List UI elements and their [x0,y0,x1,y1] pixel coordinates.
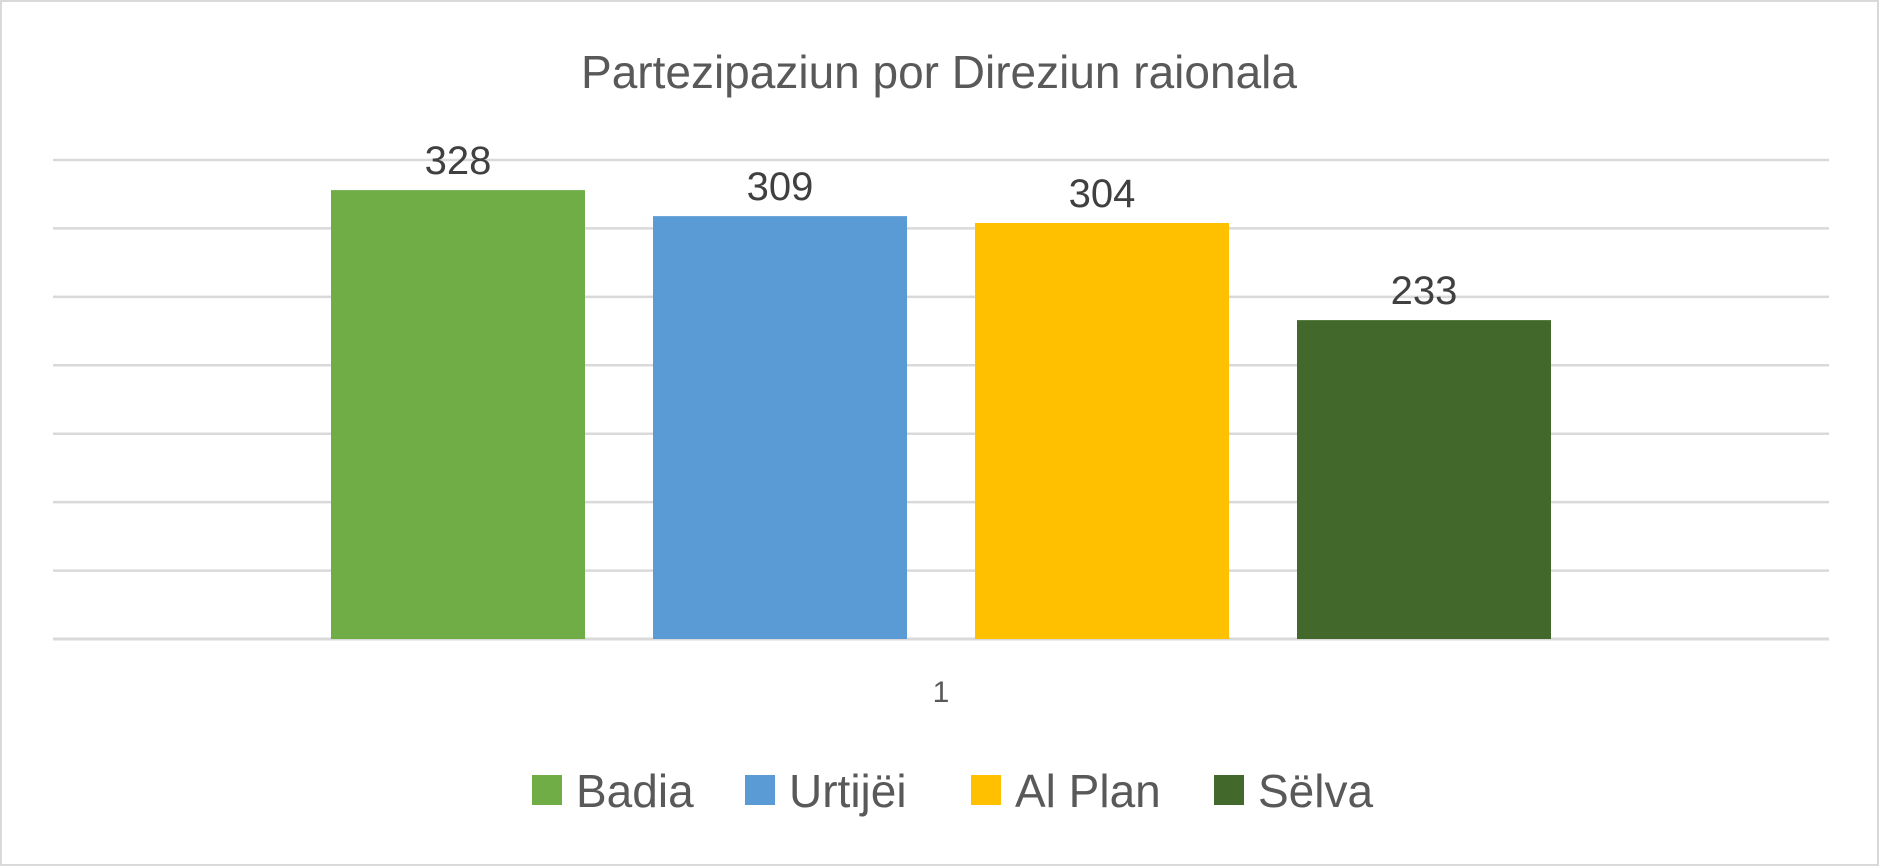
legend-item: Sëlva [1214,765,1373,817]
legend-swatch [1214,775,1244,805]
legend-item: Urtijëi [745,765,907,817]
bar-urtij-i [653,216,907,639]
legend: Badia Urtijëi Al Plan Sëlva [532,765,1373,817]
legend-swatch [532,775,562,805]
legend-swatch [971,775,1001,805]
data-labels: 328 309 304 233 [425,139,1458,313]
x-tick-label: 1 [933,676,950,709]
data-label: 328 [425,139,492,183]
legend-swatch [745,775,775,805]
legend-label: Badia [576,765,694,817]
legend-item: Al Plan [971,765,1161,817]
legend-label: Sëlva [1258,765,1373,817]
gridlines [53,158,1829,641]
legend-label: Al Plan [1015,765,1161,817]
bar-al-plan [975,222,1229,639]
data-label: 233 [1391,269,1458,313]
legend-item: Badia [532,765,694,817]
data-label: 304 [1069,172,1136,216]
bar-badia [331,190,585,639]
chart-title: Partezipaziun por Direziun raionala [581,46,1297,98]
data-label: 309 [747,165,814,209]
x-axis: 1 [933,676,950,709]
bar-s-lva [1297,320,1551,639]
legend-label: Urtijëi [789,765,907,817]
bars [331,190,1551,639]
